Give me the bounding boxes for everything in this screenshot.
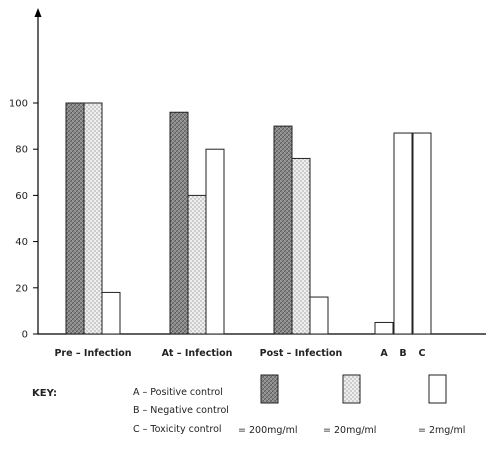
x-control-label: B (399, 348, 406, 359)
y-tick-label: 0 (22, 330, 28, 341)
x-category-label: Pre – Infection (54, 348, 131, 359)
key-title: KEY: (32, 388, 57, 399)
y-tick-label: 20 (15, 283, 28, 294)
swatch-2mg (428, 374, 447, 404)
bar-20mg-cat1 (187, 194, 207, 335)
bar-200mg-cat0 (65, 102, 85, 335)
bar-200mg-cat2 (273, 125, 293, 335)
bar-2mg-cat2 (309, 296, 329, 335)
key-entry-a: A – Positive control (133, 387, 223, 398)
bar-control-c (412, 132, 432, 335)
bar-control-a (374, 321, 394, 335)
y-tick-label: 40 (15, 237, 28, 248)
swatch-200mg (260, 374, 279, 404)
bar-20mg-cat0 (83, 102, 103, 335)
swatch-label-2mg: = 2mg/ml (418, 425, 465, 436)
x-category-label: Post – Infection (260, 348, 343, 359)
y-ticks: 0 20 40 60 80 100 (9, 99, 38, 341)
y-axis-arrow (34, 8, 42, 17)
swatch-20mg (342, 374, 361, 404)
x-control-label: A (380, 348, 388, 359)
y-tick-label: 60 (15, 191, 28, 202)
y-tick-label: 100 (9, 99, 28, 110)
swatch-label-200mg: = 200mg/ml (238, 425, 298, 436)
y-tick-label: 80 (15, 145, 28, 156)
x-control-label: C (419, 348, 426, 359)
x-category-label: At – Infection (162, 348, 233, 359)
x-labels: Pre – Infection At – Infection Post – Infe… (54, 348, 425, 359)
bar-200mg-cat1 (169, 111, 189, 335)
swatch-label-20mg: = 20mg/ml (323, 425, 376, 436)
bars (65, 102, 432, 335)
bar-2mg-cat0 (101, 291, 121, 335)
bar-20mg-cat2 (291, 157, 311, 335)
key-entry-c: C – Toxicity control (133, 424, 222, 435)
key-legend: KEY: A – Positive control B – Negative c… (32, 374, 465, 436)
bar-2mg-cat1 (205, 148, 225, 335)
bar-control-b (393, 132, 413, 335)
key-entry-b: B – Negative control (133, 405, 229, 416)
